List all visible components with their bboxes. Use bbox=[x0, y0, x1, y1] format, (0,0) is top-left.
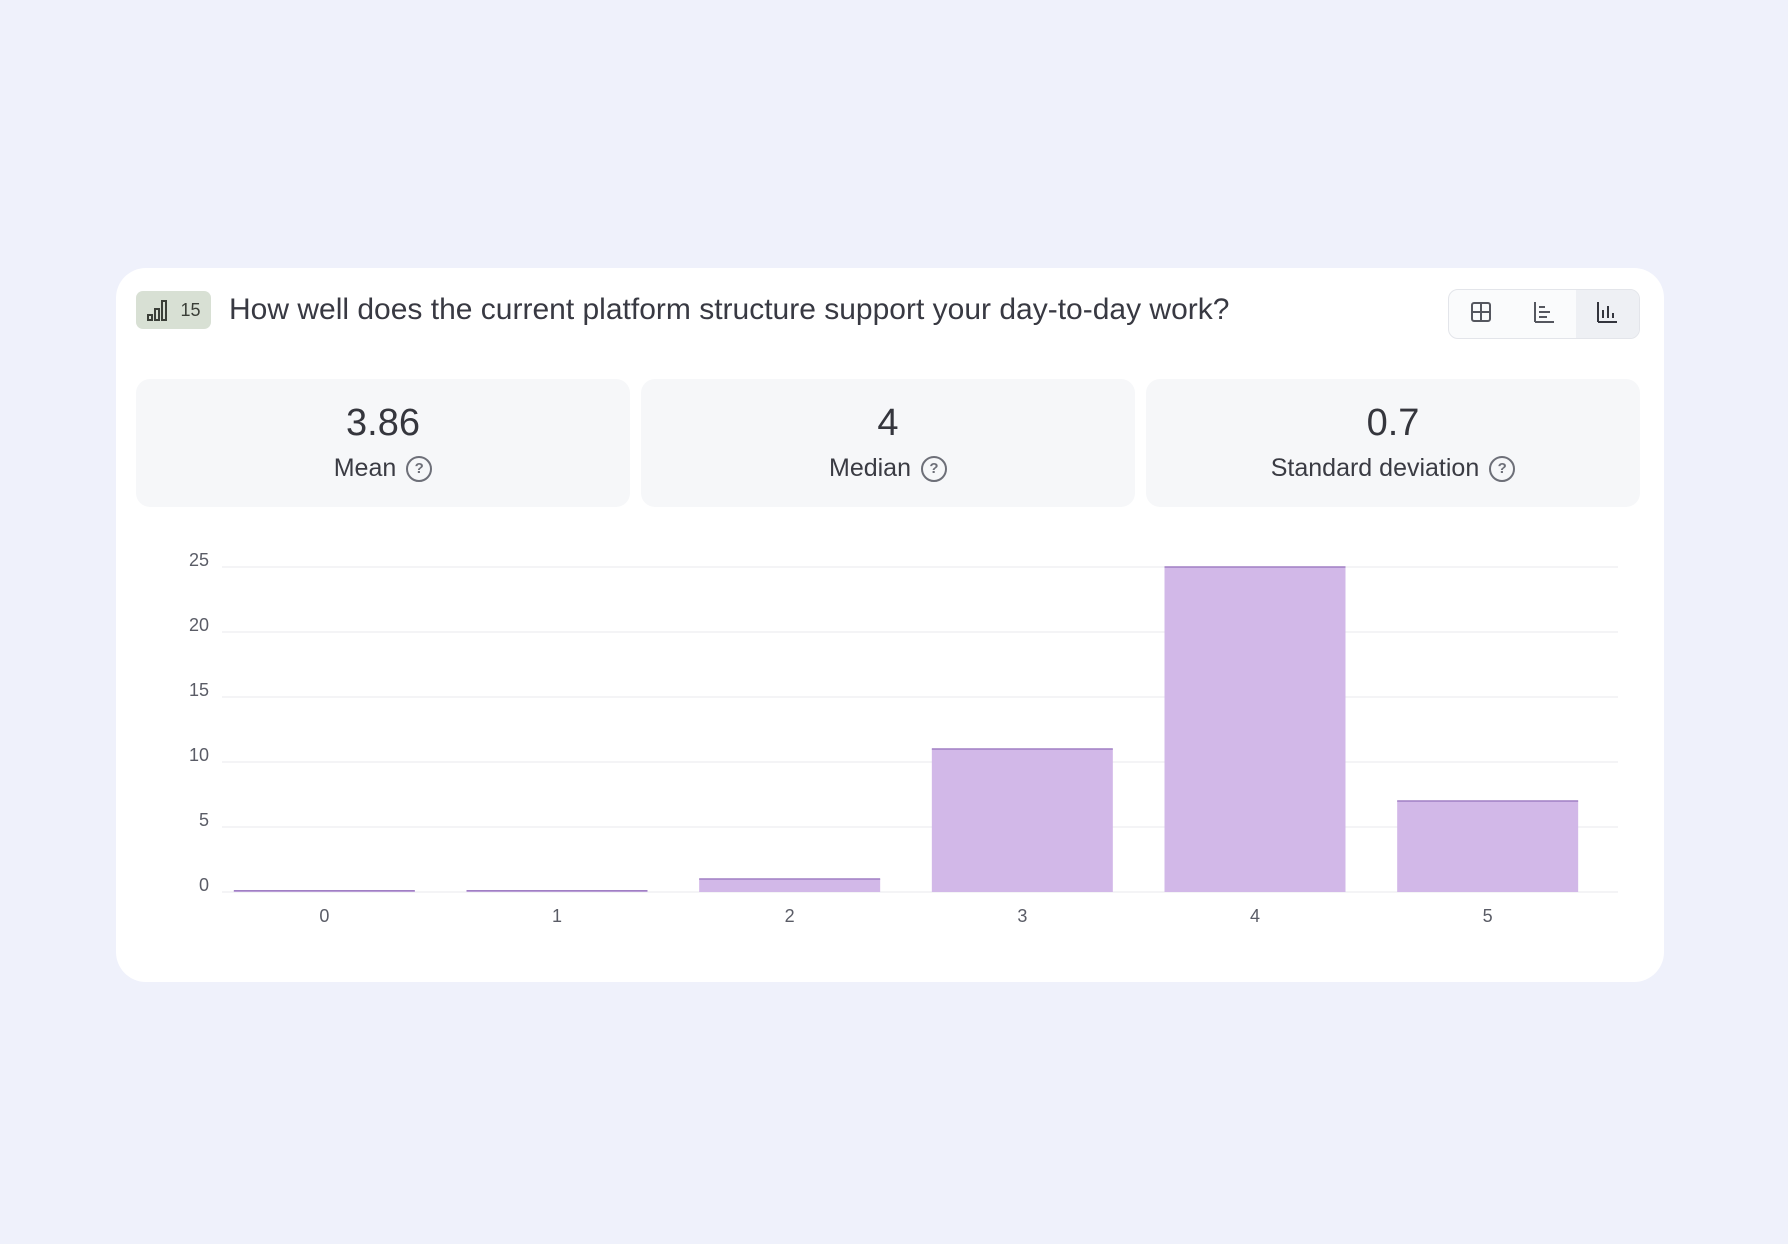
horizontal-bar-view-button[interactable] bbox=[1512, 290, 1575, 338]
mean-label: Mean bbox=[333, 454, 397, 482]
y-tick-label: 25 bbox=[189, 550, 209, 570]
median-value: 4 bbox=[877, 402, 899, 444]
grid-icon bbox=[1469, 300, 1493, 329]
median-stat: 4 Median ? bbox=[641, 379, 1135, 507]
x-tick-label: 0 bbox=[319, 906, 329, 926]
y-tick-label: 5 bbox=[199, 810, 209, 830]
mean-value: 3.86 bbox=[346, 402, 420, 444]
y-tick-label: 15 bbox=[189, 680, 209, 700]
bar-2[interactable] bbox=[699, 879, 881, 892]
y-tick-label: 0 bbox=[199, 875, 209, 895]
bar-chart: 0 5 10 15 20 25 0 1 2 3 4 5 bbox=[189, 550, 1618, 926]
view-toggle bbox=[1448, 289, 1640, 339]
horizontal-bars-icon bbox=[1532, 300, 1556, 329]
question-title: How well does the current platform struc… bbox=[229, 293, 1230, 326]
bar-3[interactable] bbox=[931, 749, 1113, 892]
response-count: 15 bbox=[180, 299, 201, 320]
help-icon[interactable]: ? bbox=[406, 455, 433, 482]
x-tick-label: 4 bbox=[1250, 906, 1260, 926]
x-tick-label: 2 bbox=[785, 906, 795, 926]
help-icon[interactable]: ? bbox=[1489, 455, 1516, 482]
x-tick-label: 1 bbox=[552, 906, 562, 926]
vertical-bar-view-button[interactable] bbox=[1575, 290, 1639, 338]
x-tick-label: 3 bbox=[1017, 906, 1027, 926]
std-value: 0.7 bbox=[1366, 402, 1420, 444]
bar-5[interactable] bbox=[1397, 801, 1579, 892]
help-icon[interactable]: ? bbox=[921, 455, 947, 482]
bar-chart-icon bbox=[146, 298, 170, 322]
response-count-badge: 15 bbox=[136, 291, 211, 329]
table-view-button[interactable] bbox=[1449, 290, 1512, 338]
question-card: 15 How well does the current platform st… bbox=[116, 268, 1664, 982]
mean-stat: 3.86 Mean ? bbox=[136, 379, 630, 507]
median-label: Median bbox=[829, 454, 911, 482]
x-tick-label: 5 bbox=[1483, 906, 1493, 926]
y-tick-label: 20 bbox=[189, 615, 209, 635]
std-stat: 0.7 Standard deviation ? bbox=[1146, 379, 1640, 507]
y-tick-label: 10 bbox=[189, 745, 209, 765]
bar-4[interactable] bbox=[1164, 567, 1346, 892]
vertical-bars-icon bbox=[1595, 300, 1619, 329]
std-label: Standard deviation bbox=[1270, 454, 1480, 482]
